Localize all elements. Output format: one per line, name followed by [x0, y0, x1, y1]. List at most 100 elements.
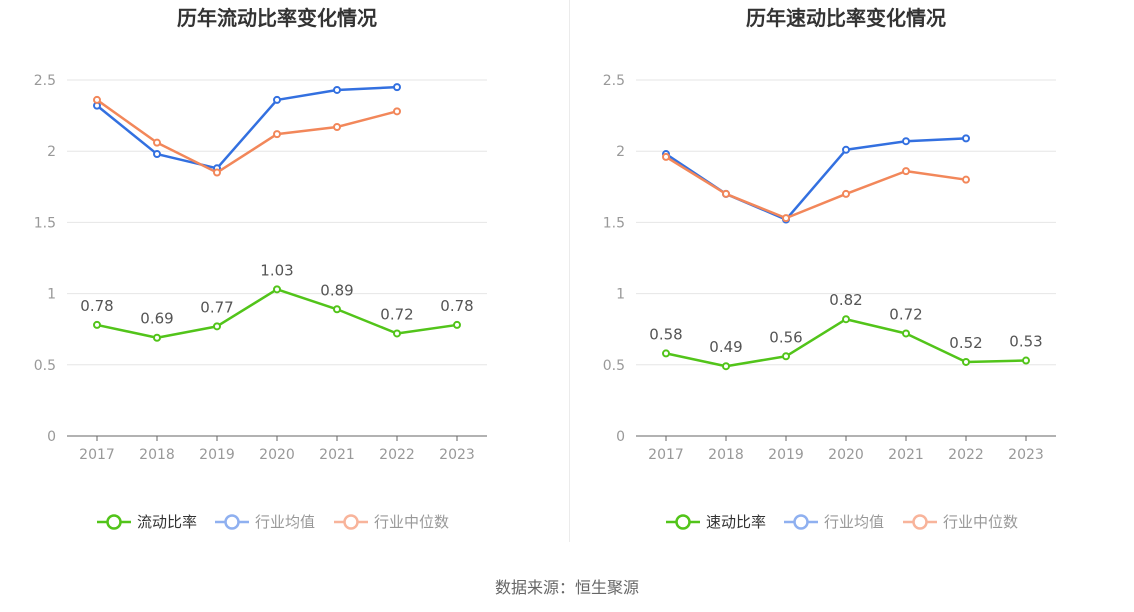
y-tick-label: 2.5 [34, 73, 56, 89]
company-point [1022, 356, 1030, 365]
x-tick-label: 2020 [828, 447, 864, 463]
company-point [333, 305, 341, 314]
data-label: 0.58 [649, 325, 682, 343]
industry-median-point [333, 122, 341, 131]
industry-median-point [153, 138, 161, 147]
legend-marker-icon [224, 514, 240, 530]
x-tick-label: 2018 [139, 447, 175, 463]
data-label: 0.72 [380, 305, 413, 323]
legend-label: 行业均值 [255, 513, 315, 531]
y-tick-label: 1.5 [603, 215, 625, 231]
data-label: 0.56 [769, 328, 802, 346]
legend-marker-icon [675, 514, 691, 530]
y-tick-label: 2.5 [603, 73, 625, 89]
industry-avg-point [333, 85, 341, 94]
industry-median-point [393, 107, 401, 116]
industry-avg-point [153, 150, 161, 159]
y-tick-label: 1 [47, 287, 56, 303]
data-label: 0.77 [200, 298, 233, 316]
x-tick-label: 2022 [379, 447, 415, 463]
legend-item-industry-avg: 行业均值 [784, 513, 884, 531]
x-tick-label: 2022 [948, 447, 984, 463]
company-point [393, 329, 401, 338]
industry-avg-series-line [665, 137, 967, 221]
company-point [842, 315, 850, 324]
company-point [782, 352, 790, 361]
x-tick-label: 2020 [259, 447, 295, 463]
legend-marker-icon [343, 514, 359, 530]
legend-label: 行业中位数 [374, 513, 449, 531]
data-label: 1.03 [260, 261, 293, 279]
data-label: 0.78 [440, 297, 473, 315]
industry-avg-point [842, 145, 850, 154]
data-label: 0.72 [889, 305, 922, 323]
data-label: 0.53 [1009, 333, 1042, 351]
company-point [662, 349, 670, 358]
data-label: 0.89 [320, 281, 353, 299]
quick-ratio-chart: 历年速动比率变化情况 0 0.5 1 1.5 2 2.5 2017 2018 2019 2020 20… [603, 6, 1056, 531]
x-tick-label: 2023 [1008, 447, 1044, 463]
company-point [962, 357, 970, 366]
industry-avg-series-line [96, 85, 398, 170]
x-tick-label: 2018 [708, 447, 744, 463]
y-tick-label: 2 [616, 144, 625, 160]
industry-median-point [962, 175, 970, 184]
data-label: 0.82 [829, 291, 862, 309]
data-label: 0.69 [140, 310, 173, 328]
industry-avg-point [393, 83, 401, 92]
company-point [213, 322, 221, 331]
y-tick-label: 0 [47, 429, 56, 445]
legend-label: 行业均值 [824, 513, 884, 531]
company-point [153, 333, 161, 342]
legend-marker-icon [793, 514, 809, 530]
legend-item-industry-median: 行业中位数 [334, 513, 449, 531]
industry-median-point [93, 95, 101, 104]
y-tick-label: 0.5 [34, 358, 56, 374]
industry-avg-point [273, 95, 281, 104]
x-tick-label: 2017 [648, 447, 684, 463]
industry-avg-point [902, 137, 910, 146]
industry-median-point [782, 214, 790, 223]
industry-median-point [722, 189, 730, 198]
industry-median-point [273, 130, 281, 139]
legend-marker-icon [106, 514, 122, 530]
data-label: 0.49 [709, 338, 742, 356]
industry-median-point [842, 189, 850, 198]
x-tick-label: 2017 [79, 447, 115, 463]
company-point [722, 362, 730, 371]
company-point [902, 329, 910, 338]
x-tick-label: 2019 [768, 447, 804, 463]
panel-divider [569, 0, 570, 542]
legend-item-industry-avg: 行业均值 [215, 513, 315, 531]
y-tick-label: 0.5 [603, 358, 625, 374]
data-label: 0.78 [80, 297, 113, 315]
legend-item-company: 速动比率 [666, 513, 766, 531]
chart-title: 历年流动比率变化情况 [177, 6, 377, 30]
industry-median-series-line [96, 98, 398, 174]
y-tick-label: 0 [616, 429, 625, 445]
industry-median-point [213, 168, 221, 177]
x-tick-label: 2021 [888, 447, 924, 463]
company-point [93, 320, 101, 329]
legend-label: 流动比率 [137, 513, 197, 531]
industry-median-series-line [665, 155, 967, 220]
legend-label: 速动比率 [706, 513, 766, 531]
x-tick-label: 2019 [199, 447, 235, 463]
company-point [453, 320, 461, 329]
y-tick-label: 2 [47, 144, 56, 160]
legend-label: 行业中位数 [943, 513, 1018, 531]
y-tick-label: 1 [616, 287, 625, 303]
chart-title: 历年速动比率变化情况 [746, 6, 946, 30]
legend-item-company: 流动比率 [97, 513, 197, 531]
y-tick-label: 1.5 [34, 215, 56, 231]
legend-marker-icon [912, 514, 928, 530]
company-point [273, 285, 281, 294]
legend-item-industry-median: 行业中位数 [903, 513, 1018, 531]
data-label: 0.52 [949, 334, 982, 352]
x-tick-label: 2021 [319, 447, 355, 463]
industry-median-point [902, 167, 910, 176]
industry-median-point [662, 152, 670, 161]
source-note: 数据来源：恒生聚源 [494, 578, 639, 597]
industry-avg-point [962, 134, 970, 143]
